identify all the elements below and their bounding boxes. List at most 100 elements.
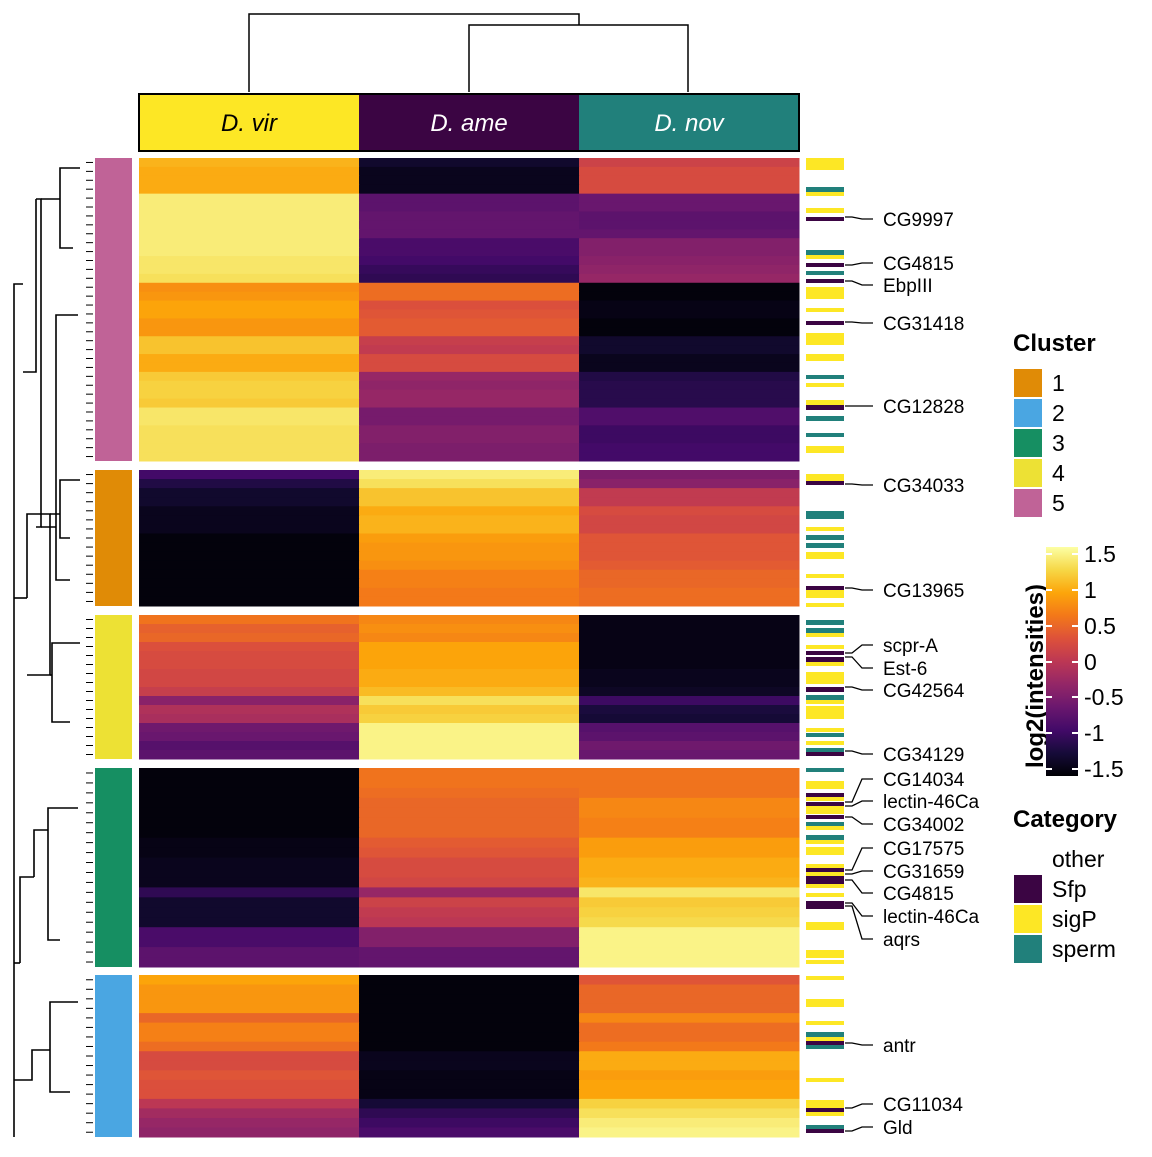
row-label: CG34002 xyxy=(883,815,964,836)
category-mark-sperm xyxy=(806,695,844,700)
heatmap-cell xyxy=(139,669,360,679)
cluster-bar-5 xyxy=(95,158,132,461)
category-mark-sfp xyxy=(806,405,844,410)
heatmap-cell xyxy=(139,1070,360,1081)
cluster-legend-item: 5 xyxy=(1014,489,1065,517)
heatmap-cell xyxy=(139,947,360,958)
heatmap-cell xyxy=(139,452,360,462)
heatmap-cell xyxy=(139,1089,360,1100)
heatmap-cell xyxy=(139,651,360,661)
heatmap-cell xyxy=(359,633,580,643)
heatmap-cell xyxy=(579,389,800,400)
heatmap-cell xyxy=(359,300,580,310)
heatmap-cell xyxy=(139,615,360,625)
heatmap-cell xyxy=(579,506,800,516)
heatmap-cell xyxy=(579,380,800,391)
category-mark-sigp xyxy=(806,976,844,980)
heatmap-cell xyxy=(579,957,800,968)
heatmap-cell xyxy=(139,867,360,878)
category-mark-sigp xyxy=(806,781,844,789)
heatmap-cell xyxy=(359,1127,580,1138)
heatmap-cell xyxy=(579,371,800,382)
heatmap-cell xyxy=(359,371,580,382)
legend-label: 3 xyxy=(1052,429,1065,456)
heatmap-cell xyxy=(579,282,800,293)
heatmap-cell xyxy=(359,470,580,480)
heatmap-cell xyxy=(579,569,800,580)
heatmap-cell xyxy=(579,488,800,498)
heatmap-cell xyxy=(359,398,580,409)
heatmap-cell xyxy=(359,917,580,928)
heatmap-cell xyxy=(579,336,800,346)
heatmap-cell xyxy=(139,380,360,391)
heatmap-cell xyxy=(359,551,580,562)
category-mark-sperm xyxy=(806,433,844,437)
category-mark-sfp xyxy=(806,586,844,590)
category-mark-sigp xyxy=(806,706,844,719)
category-mark-sfp xyxy=(806,901,844,909)
heatmap-cell xyxy=(579,847,800,859)
heatmap-cell xyxy=(579,497,800,507)
legend-swatch xyxy=(1014,489,1042,517)
colorbar-tick xyxy=(1046,660,1052,663)
heatmap-cell xyxy=(579,291,800,302)
heatmap-cell xyxy=(139,596,360,607)
heatmap-cell xyxy=(579,166,800,177)
column-label: D. vir xyxy=(221,110,278,137)
category-mark-sfp xyxy=(806,279,844,283)
heatmap-cell xyxy=(139,857,360,868)
heatmap-cell xyxy=(359,957,580,968)
heatmap-cell xyxy=(359,660,580,670)
heatmap-cell xyxy=(359,887,580,898)
heatmap-cell xyxy=(359,624,580,634)
heatmap-cell xyxy=(359,220,580,230)
category-mark-sfp xyxy=(806,657,844,662)
heatmap-cell xyxy=(579,578,800,589)
colorbar-tick-label: 1.5 xyxy=(1084,541,1116,568)
heatmap-cell xyxy=(579,651,800,661)
heatmap-cell xyxy=(579,211,800,221)
category-mark-sigp xyxy=(806,922,844,930)
heatmap-cell xyxy=(579,202,800,212)
heatmap-cell xyxy=(579,596,800,607)
heatmap-cell xyxy=(359,827,580,839)
heatmap-cell xyxy=(139,587,360,598)
heatmap-cell xyxy=(139,1127,360,1138)
category-mark-sigp xyxy=(806,1078,844,1082)
heatmap-cell xyxy=(359,705,580,715)
heatmap-cell xyxy=(139,847,360,859)
heatmap-cell xyxy=(359,488,580,498)
heatmap-cell xyxy=(579,229,800,239)
heatmap-cell xyxy=(139,533,360,544)
heatmap-cell xyxy=(579,975,800,986)
row-label: CG34033 xyxy=(883,476,964,497)
heatmap-cell xyxy=(139,827,360,839)
heatmap-cell xyxy=(359,273,580,284)
heatmap-cell xyxy=(139,229,360,239)
heatmap-cell xyxy=(139,1079,360,1090)
heatmap-cell xyxy=(359,354,580,364)
dendrogram-branch xyxy=(41,167,80,249)
category-mark-sfp xyxy=(806,1129,844,1133)
heatmap-cell xyxy=(359,1089,580,1100)
label-connector xyxy=(845,644,873,654)
colorbar-tick xyxy=(1046,732,1052,735)
heatmap-cell xyxy=(359,256,580,266)
label-connector xyxy=(845,905,873,940)
legend-label: 1 xyxy=(1052,369,1065,396)
heatmap-cell xyxy=(139,238,360,248)
heatmap-cell xyxy=(139,336,360,346)
heatmap-cell xyxy=(139,256,360,266)
category-mark-sperm xyxy=(806,543,844,548)
category-mark-sperm xyxy=(806,620,844,625)
heatmap-cell xyxy=(359,1022,580,1033)
row-label: CG17575 xyxy=(883,839,964,860)
category-mark-sigp xyxy=(806,950,844,958)
heatmap-cell xyxy=(579,551,800,562)
heatmap-cell xyxy=(359,1051,580,1062)
heatmap-cell xyxy=(579,220,800,230)
heatmap-cell xyxy=(139,1003,360,1014)
heatmap-cell xyxy=(579,723,800,733)
heatmap-cell xyxy=(359,533,580,544)
category-mark-sigp xyxy=(806,527,844,531)
